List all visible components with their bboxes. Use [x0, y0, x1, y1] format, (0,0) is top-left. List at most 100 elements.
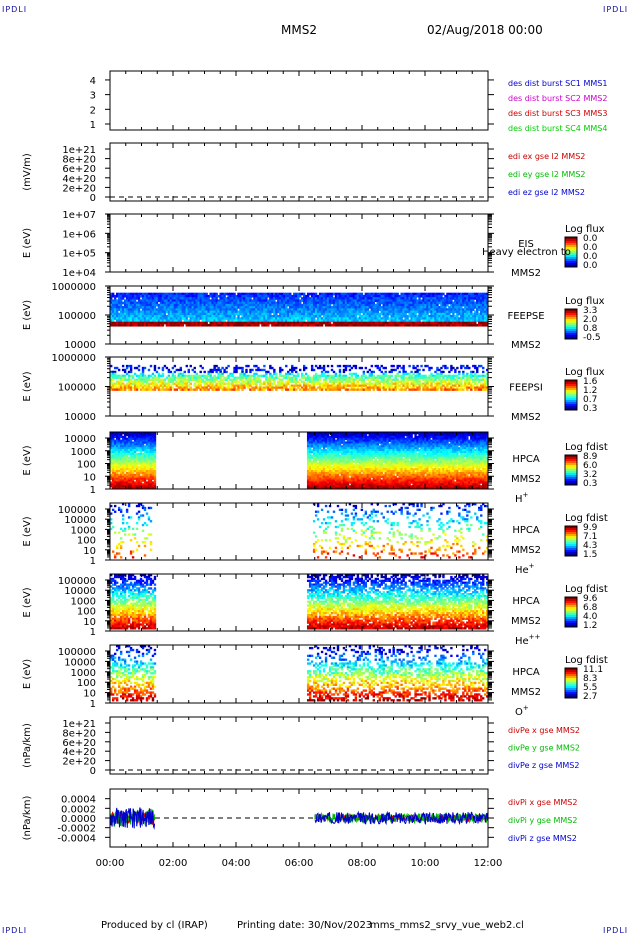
spectro-cell — [420, 365, 422, 367]
legend-entry: des dist burst SC4 MMS4 — [508, 124, 607, 133]
colorbar-swatch — [565, 386, 577, 388]
colorbar-swatch — [565, 335, 577, 337]
y-tick-label: 1000000 — [51, 353, 96, 364]
y-tick-label: 1e+04 — [62, 268, 96, 279]
colorbar-swatch — [565, 329, 577, 331]
colorbar-swatch — [565, 325, 577, 327]
colorbar-swatch — [565, 261, 577, 263]
spectro-cell — [430, 367, 432, 369]
y-axis-label: E (eV) — [22, 371, 33, 401]
y-tick-label: 0 — [90, 766, 96, 777]
spectro-cell — [416, 365, 418, 367]
spectro-cell — [458, 373, 460, 375]
colorbar-swatch — [565, 400, 577, 402]
spectro-cell — [225, 371, 227, 373]
colorbar-swatch — [565, 313, 577, 315]
spectrogram-3 — [110, 293, 488, 327]
spectro-cell — [398, 371, 400, 373]
spectro-cell — [313, 369, 315, 371]
colorbar-tick-label: 0.3 — [583, 404, 597, 414]
spectro-cell — [190, 383, 192, 385]
y-axis-label: (nPa/km) — [22, 723, 33, 768]
spectro-cell — [385, 367, 387, 369]
spectro-cell — [162, 375, 164, 377]
colorbar-swatch — [565, 394, 577, 396]
spectro-cell — [188, 371, 190, 373]
spectro-cell — [476, 371, 478, 373]
spectrogram-5 — [110, 432, 488, 489]
spectro-cell — [247, 365, 249, 367]
spectro-cell — [327, 371, 329, 373]
legend-entry: edi ex gse l2 MMS2 — [508, 152, 585, 161]
colorbar-tick-label: -0.5 — [583, 333, 601, 343]
colorbar-swatch — [565, 382, 577, 384]
y-axis-label: E (eV) — [22, 300, 33, 330]
instrument-label: FEEPSI — [509, 383, 543, 394]
instrument-label: FEEPSE — [507, 311, 544, 322]
colorbar-swatch — [565, 259, 577, 261]
spectro-cell — [138, 365, 140, 367]
spectro-cell — [418, 369, 420, 371]
legend-entry: des dist burst SC1 MMS1 — [508, 79, 607, 88]
spectro-cell — [319, 379, 321, 381]
spectro-cell — [391, 375, 393, 377]
spectro-cell — [305, 367, 307, 369]
colorbar-swatch — [565, 331, 577, 333]
legend-entry: des dist burst SC2 MMS2 — [508, 94, 607, 103]
spectro-cell — [148, 369, 150, 371]
colorbar-swatch — [565, 333, 577, 335]
colorbar-swatch — [565, 239, 577, 241]
spectro-cell — [158, 367, 160, 369]
legend-entry: divPe z gse MMS2 — [508, 761, 579, 770]
y-tick-label: 1 — [90, 120, 96, 131]
spectro-cell — [144, 367, 146, 369]
y-tick-label: 3 — [90, 91, 96, 102]
colorbar-swatch — [565, 327, 577, 329]
spectrogram-4 — [110, 365, 488, 391]
overlay-text: Heavy electron to — [482, 247, 571, 258]
spectro-cell — [118, 369, 120, 371]
colorbar-swatch — [565, 319, 577, 321]
colorbar-swatch — [565, 384, 577, 386]
colorbar-tick-label: 0.0 — [583, 261, 598, 271]
spectro-cell — [468, 367, 470, 369]
spectro-cell — [251, 369, 253, 371]
instrument-label: MMS2 — [511, 340, 541, 351]
spectro-cell — [186, 365, 188, 367]
colorbar-swatch — [565, 390, 577, 392]
spectro-cell — [331, 365, 333, 367]
spectro-cell — [190, 365, 192, 367]
colorbar-swatch — [565, 406, 577, 408]
spectro-cell — [150, 365, 152, 367]
spectro-cell — [339, 365, 341, 367]
spectro-cell — [235, 371, 237, 373]
spectro-cell — [393, 365, 395, 367]
spectro-cell — [442, 371, 444, 373]
colorbar-swatch — [565, 388, 577, 390]
spectro-cell — [174, 365, 176, 367]
legend-entry: des dist burst SC3 MMS3 — [508, 109, 607, 118]
spectro-cell — [263, 365, 265, 367]
y-tick-label: 10000 — [64, 340, 96, 351]
spectro-cell — [373, 371, 375, 373]
y-tick-label: 0 — [90, 193, 96, 204]
colorbar-swatch — [565, 311, 577, 313]
spectro-cell — [184, 371, 186, 373]
spectro-cell — [327, 365, 329, 367]
spectro-cell — [194, 367, 196, 369]
y-axis-label: E (eV) — [22, 228, 33, 258]
spectro-cell — [180, 369, 182, 371]
colorbar-swatch — [565, 263, 577, 265]
spectro-cell — [295, 367, 297, 369]
spectro-cell — [418, 388, 420, 390]
spectro-cell — [281, 369, 283, 371]
y-tick-label: 10000 — [64, 412, 96, 423]
spectro-cell — [365, 367, 367, 369]
colorbar-swatch — [565, 398, 577, 400]
colorbar-swatch — [565, 243, 577, 245]
spectro-cell — [138, 369, 140, 371]
y-tick-label: 1000000 — [51, 282, 96, 293]
spectro-cell — [408, 365, 410, 367]
spectro-cell — [245, 371, 247, 373]
